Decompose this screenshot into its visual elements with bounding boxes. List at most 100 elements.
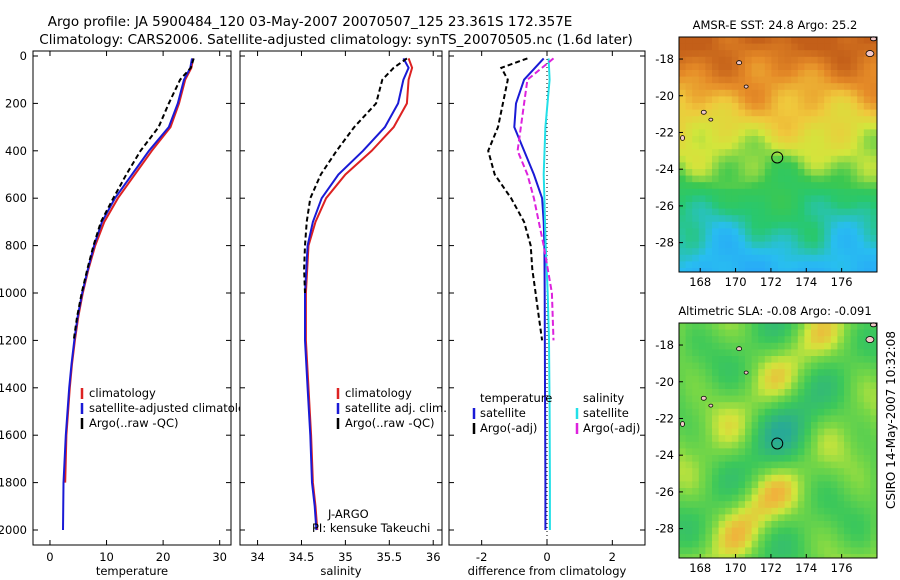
heatmap-cell [692, 481, 700, 489]
heatmap-cell [771, 56, 779, 64]
heatmap-cell [745, 228, 753, 236]
heatmap-cell [857, 435, 865, 443]
heatmap-cell [685, 221, 693, 229]
heatmap-cell [817, 261, 825, 269]
heatmap-cell [738, 494, 746, 502]
heatmap-cell [824, 202, 832, 210]
heatmap-cell [685, 356, 693, 364]
heatmap-cell [725, 422, 733, 430]
heatmap-cell [797, 221, 805, 229]
heatmap-cell [725, 402, 733, 410]
heatmap-cell [698, 349, 706, 357]
heatmap-cell [804, 248, 812, 256]
heatmap-cell [811, 329, 819, 337]
legend-label: satellite-adjusted climatology [89, 401, 259, 415]
heatmap-cell [804, 37, 812, 45]
heatmap-cell [718, 435, 726, 443]
heatmap-cell [718, 369, 726, 377]
heatmap-cell [850, 501, 858, 509]
heatmap-cell [830, 76, 838, 84]
heatmap-cell [758, 175, 766, 183]
heatmap-cell [830, 356, 838, 364]
heatmap-cell [745, 468, 753, 476]
heatmap-cell [758, 149, 766, 157]
heatmap-cell [771, 109, 779, 117]
heatmap-cell [738, 369, 746, 377]
heatmap-cell [705, 235, 713, 243]
heatmap-cell [824, 149, 832, 157]
heatmap-cell [718, 103, 726, 111]
heatmap-cell [778, 481, 786, 489]
heatmap-cell [771, 336, 779, 344]
heatmap-cell [745, 342, 753, 350]
heatmap-cell [811, 488, 819, 496]
heatmap-cell [857, 228, 865, 236]
heatmap-cell [758, 382, 766, 390]
heatmap-cell [863, 395, 871, 403]
heatmap-cell [738, 228, 746, 236]
heatmap-cell [791, 415, 799, 423]
heatmap-cell [863, 235, 871, 243]
heatmap-cell [857, 96, 865, 104]
heatmap-cell [850, 369, 858, 377]
heatmap-cell [850, 136, 858, 144]
heatmap-cell [751, 375, 759, 383]
heatmap-cell [870, 342, 877, 350]
heatmap-cell [811, 248, 819, 256]
heatmap-cell [857, 254, 865, 262]
heatmap-cell [738, 109, 746, 117]
heatmap-cell [764, 89, 772, 97]
heatmap-cell [692, 468, 700, 476]
heatmap-cell [758, 169, 766, 177]
heatmap-cell [738, 356, 746, 364]
heatmap-cell [830, 422, 838, 430]
heatmap-cell [824, 37, 832, 45]
heatmap-cell [712, 375, 720, 383]
y-tick-label: -24 [655, 448, 674, 462]
heatmap-cell [830, 254, 838, 262]
heatmap-cell [771, 468, 779, 476]
heatmap-cell [778, 175, 786, 183]
heatmap-cell [804, 182, 812, 190]
heatmap-cell [804, 70, 812, 78]
heatmap-cell [784, 208, 792, 216]
heatmap-cell [731, 208, 739, 216]
heatmap-cell [679, 221, 687, 229]
heatmap-cell [784, 402, 792, 410]
heatmap-cell [718, 228, 726, 236]
heatmap-cell [712, 83, 720, 91]
heatmap-cell [778, 254, 786, 262]
heatmap-cell [804, 389, 812, 397]
heatmap-cell [784, 441, 792, 449]
heatmap-cell [751, 415, 759, 423]
heatmap-cell [791, 402, 799, 410]
heatmap-cell [771, 389, 779, 397]
heatmap-cell [817, 356, 825, 364]
heatmap-cell [870, 481, 877, 489]
heatmap-cell [705, 37, 713, 45]
heatmap-cell [797, 474, 805, 482]
heatmap-cell [830, 248, 838, 256]
heatmap-cell [824, 408, 832, 416]
heatmap-cell [685, 248, 693, 256]
x-tick-label: 170 [725, 561, 747, 575]
heatmap-cell [679, 329, 687, 337]
heatmap-cell [824, 356, 832, 364]
heatmap-cell [811, 527, 819, 535]
heatmap-cell [824, 468, 832, 476]
heatmap-cell [811, 342, 819, 350]
heatmap-cell [731, 441, 739, 449]
heatmap-cell [692, 507, 700, 515]
heatmap-cell [685, 162, 693, 170]
heatmap-cell [718, 521, 726, 529]
heatmap-cell [857, 527, 865, 535]
heatmap-cell [824, 362, 832, 370]
heatmap-cell [837, 540, 845, 548]
x-axis-label: temperature [96, 564, 168, 578]
heatmap-cell [712, 554, 720, 558]
heatmap-cell [850, 109, 858, 117]
heatmap-cell [817, 408, 825, 416]
heatmap-cell [804, 43, 812, 51]
heatmap-cell [718, 175, 726, 183]
heatmap-cell [830, 195, 838, 203]
